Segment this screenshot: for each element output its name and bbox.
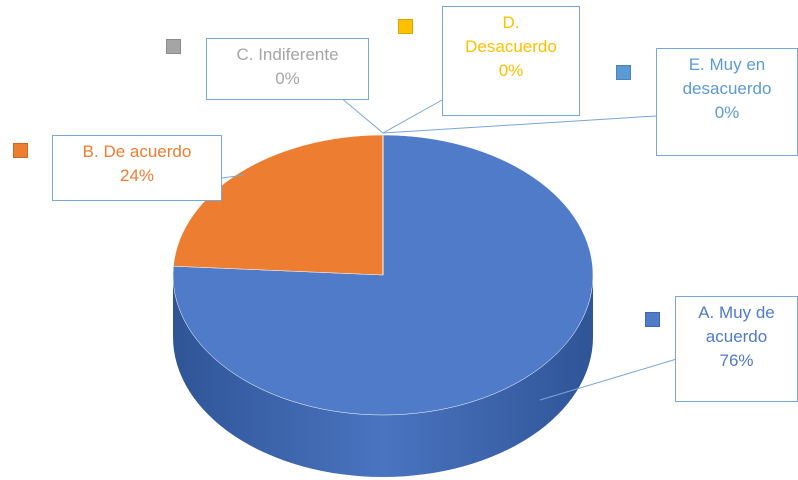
data-callout: C. Indiferente 0% bbox=[206, 38, 369, 100]
value-label: 0% bbox=[714, 103, 740, 122]
pie-slice bbox=[173, 134, 384, 276]
category-label: C. Indiferente bbox=[236, 45, 339, 64]
pie bbox=[172, 134, 594, 477]
data-callout: E. Muy en desacuerdo 0% bbox=[656, 48, 798, 156]
leader-line bbox=[539, 357, 681, 401]
value-label: 24% bbox=[119, 166, 155, 185]
value-label: 0% bbox=[275, 69, 300, 88]
data-callout: B. De acuerdo 24% bbox=[52, 135, 222, 201]
leader-line bbox=[221, 174, 245, 179]
leader-lines bbox=[221, 96, 681, 401]
leader-line bbox=[382, 115, 657, 134]
legend-key bbox=[616, 65, 631, 80]
leader-line bbox=[339, 96, 384, 134]
legend-key bbox=[166, 39, 181, 54]
category-label: A. Muy de acuerdo bbox=[698, 303, 775, 346]
category-label: B. De acuerdo bbox=[82, 142, 192, 161]
pie-slice bbox=[172, 134, 594, 416]
value-label: 0% bbox=[498, 61, 524, 80]
legend-key bbox=[645, 312, 660, 327]
leader-line bbox=[382, 99, 443, 134]
category-label: D. Desacuerdo bbox=[465, 13, 557, 56]
category-label: E. Muy en desacuerdo bbox=[682, 55, 772, 98]
data-callout: D. Desacuerdo 0% bbox=[442, 6, 580, 116]
data-callout: A. Muy de acuerdo 76% bbox=[675, 296, 798, 402]
legend-key bbox=[398, 19, 413, 34]
legend-key bbox=[13, 143, 28, 158]
value-label: 76% bbox=[719, 351, 754, 370]
pie-side bbox=[173, 275, 593, 477]
